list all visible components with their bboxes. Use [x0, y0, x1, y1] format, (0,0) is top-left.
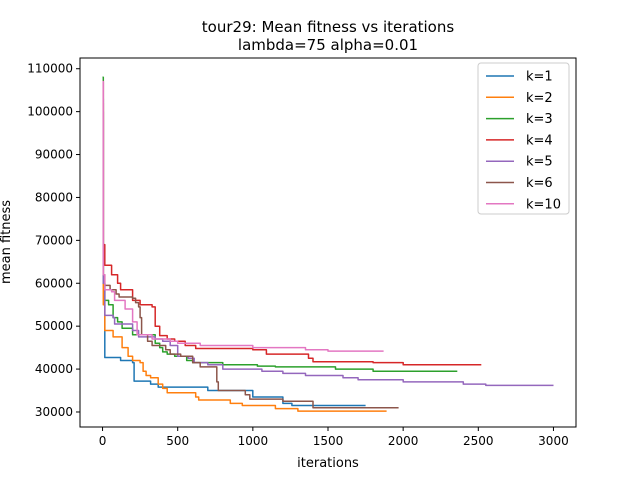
- series-line-5: [102, 119, 554, 387]
- series-lines: [102, 76, 554, 412]
- plot-frame: [79, 57, 577, 428]
- x-axis-ticks: 0 500 1000 1500 2000 2500 3000: [99, 427, 569, 448]
- legend: k=1 k=2 k=3 k=4 k=5 k=6 k=10: [477, 62, 570, 215]
- series-line-4: [102, 80, 482, 366]
- y-tick-label: 40000: [35, 362, 73, 376]
- x-tick-label: 1000: [238, 434, 269, 448]
- x-tick-label: 500: [166, 434, 189, 448]
- chart-subtitle: lambda=75 alpha=0.01: [238, 36, 418, 54]
- legend-label-6: k=6: [526, 176, 553, 191]
- y-tick-label: 30000: [35, 405, 73, 419]
- legend-box: [477, 62, 570, 215]
- y-tick-label: 90000: [35, 148, 73, 162]
- series-line-3: [102, 76, 458, 372]
- x-axis-label: iterations: [297, 456, 359, 471]
- y-tick-label: 50000: [35, 319, 73, 333]
- series-line-2: [102, 102, 387, 412]
- y-tick-label: 110000: [27, 62, 73, 76]
- x-tick-label: 0: [99, 434, 107, 448]
- x-tick-label: 2000: [388, 434, 419, 448]
- legend-label-2: k=2: [526, 91, 553, 106]
- series-line-6: [102, 110, 399, 409]
- legend-label-3: k=3: [526, 112, 553, 127]
- legend-label-7: k=10: [526, 197, 561, 212]
- y-tick-label: 70000: [35, 233, 73, 247]
- series-line-1: [102, 98, 366, 407]
- y-axis-ticks: 30000 40000 50000 60000 70000 80000 90000 10000…: [27, 62, 80, 419]
- x-tick-label: 2500: [463, 434, 494, 448]
- legend-label-1: k=1: [526, 70, 553, 85]
- x-tick-label: 1500: [313, 434, 344, 448]
- y-tick-label: 60000: [35, 276, 73, 290]
- legend-label-4: k=4: [526, 133, 553, 148]
- y-axis-label: mean fitness: [0, 200, 14, 284]
- chart-title: tour29: Mean fitness vs iterations: [202, 18, 455, 36]
- x-tick-label: 3000: [538, 434, 569, 448]
- series-line-7: [102, 80, 384, 352]
- y-tick-label: 80000: [35, 190, 73, 204]
- legend-label-5: k=5: [526, 155, 553, 170]
- y-tick-label: 100000: [27, 105, 73, 119]
